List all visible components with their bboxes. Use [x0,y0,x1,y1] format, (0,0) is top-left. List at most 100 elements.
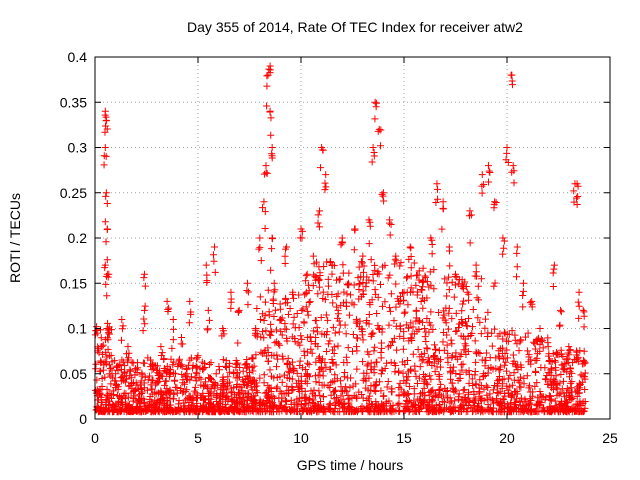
data-point [491,279,499,287]
data-point [461,278,469,286]
data-point [305,287,313,295]
data-point [240,406,248,414]
data-point [329,346,337,354]
data-point [517,336,525,344]
data-point [215,405,223,413]
data-point [350,408,358,416]
data-point [122,378,130,386]
data-point [289,364,297,372]
data-point [413,327,421,335]
data-point [519,291,527,299]
data-point [114,385,122,393]
data-point [261,389,269,397]
data-point [281,260,289,268]
data-point [334,342,342,350]
data-point [393,346,401,354]
data-point [555,390,563,398]
data-point [480,181,488,189]
data-point [420,384,428,392]
data-point [118,400,126,408]
data-point [103,353,111,361]
data-point [563,384,571,392]
data-point [268,351,276,359]
data-point [508,168,516,176]
data-point [166,394,174,402]
data-point [503,382,511,390]
data-point [189,396,197,404]
data-point [262,352,270,360]
data-point [206,388,214,396]
data-point [396,406,404,414]
data-point [494,389,502,397]
data-point [510,179,518,187]
data-point [199,382,207,390]
data-point [369,277,377,285]
data-point [402,400,410,408]
data-point [165,365,173,373]
data-point [303,270,311,278]
data-point [542,375,550,383]
data-point [289,290,297,298]
data-point [308,398,316,406]
data-point [451,272,459,280]
data-point [457,403,465,411]
data-point [289,320,297,328]
data-point [230,369,238,377]
data-point [126,367,134,375]
data-point [92,360,100,368]
data-point [359,336,367,344]
data-point [129,397,137,405]
data-point [293,309,301,317]
data-point [526,299,534,307]
data-point [539,344,547,352]
data-point [94,396,102,404]
data-point [296,341,304,349]
data-point [371,286,379,294]
data-point [102,238,110,246]
data-point [308,349,316,357]
data-point [565,406,573,414]
data-point [465,315,473,323]
data-point [191,374,199,382]
data-point [367,256,375,264]
data-point [299,305,307,313]
data-point [174,362,182,370]
data-point [544,343,552,351]
data-point [407,272,415,280]
data-point [305,298,313,306]
data-point [270,288,278,296]
data-point [260,317,268,325]
data-point [133,381,141,389]
data-point [326,258,334,266]
data-point [296,357,304,365]
data-point [302,397,310,405]
data-point [185,392,193,400]
data-point [384,378,392,386]
data-point [336,408,344,416]
data-point [267,114,275,122]
data-point [204,306,212,314]
data-point [246,373,254,381]
data-point [118,315,126,323]
data-point [489,386,497,394]
data-point [465,379,473,387]
data-point [432,391,440,399]
data-point [527,396,535,404]
data-point [476,318,484,326]
data-point [556,321,564,329]
data-point [509,162,517,170]
data-point [294,383,302,391]
data-point [464,396,472,404]
data-point [425,319,433,327]
data-point [263,72,271,80]
data-point [357,258,365,266]
data-point [532,369,540,377]
data-point [390,334,398,342]
data-point [187,354,195,362]
data-point [139,327,147,335]
data-point [425,391,433,399]
data-point [470,402,478,410]
data-point [581,404,589,412]
data-point [432,198,440,206]
